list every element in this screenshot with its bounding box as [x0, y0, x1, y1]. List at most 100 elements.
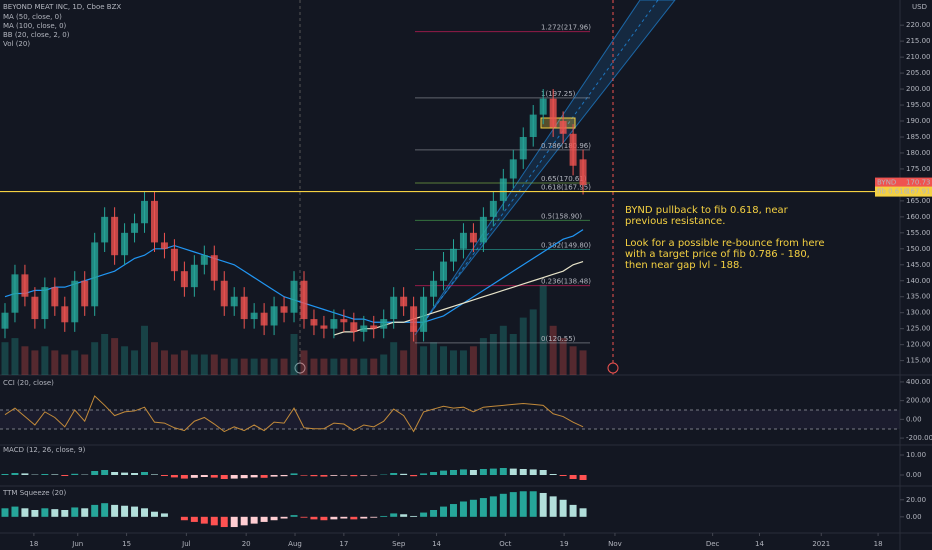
y-tick-label: 0.00	[906, 415, 922, 423]
fib-price: 167.91	[906, 188, 931, 196]
volume-bar	[131, 350, 139, 375]
histogram-bar	[230, 516, 238, 528]
candle-body	[569, 133, 577, 166]
histogram-bar	[180, 516, 188, 521]
histogram-bar	[230, 475, 238, 479]
y-tick-label: 0.00	[906, 471, 922, 479]
histogram-bar	[509, 468, 517, 475]
histogram-bar	[519, 469, 527, 475]
histogram-bar	[310, 516, 318, 520]
x-tick-label: 2021	[812, 540, 830, 548]
histogram-bar	[280, 516, 288, 519]
y-tick-label: 0.00	[906, 513, 922, 521]
candle-body	[489, 200, 497, 217]
y-tick-label: 115.00	[906, 357, 931, 365]
volume-bar	[420, 346, 428, 375]
panel-title: MACD (12, 26, close, 9)	[3, 446, 86, 454]
candle-body	[290, 280, 298, 313]
histogram-bar	[131, 506, 139, 517]
histogram-bar	[330, 516, 338, 520]
volume-bar	[529, 309, 537, 375]
candle-body	[559, 121, 567, 134]
histogram-bar	[160, 513, 168, 517]
volume-bar	[81, 354, 89, 375]
x-tick-label: Jun	[71, 540, 83, 548]
candle-body	[280, 306, 288, 313]
volume-bar	[569, 346, 577, 375]
histogram-bar	[240, 475, 248, 479]
candle-body	[310, 319, 318, 326]
last-price: 170.73	[906, 179, 931, 187]
candle-body	[360, 325, 368, 332]
histogram-bar	[101, 503, 109, 517]
candle-body	[21, 274, 29, 297]
histogram-bar	[260, 475, 268, 478]
symbol-label: BYND	[877, 179, 896, 187]
annotation: then near gap lvl - 188.	[625, 260, 743, 271]
volume-bar	[489, 334, 497, 375]
y-tick-label: 175.00	[906, 165, 931, 173]
histogram-bar	[539, 492, 547, 517]
candle-body	[469, 232, 477, 243]
volume-bar	[350, 358, 358, 375]
histogram-bar	[440, 470, 448, 475]
candle-body	[320, 325, 328, 329]
histogram-bar	[91, 504, 99, 517]
y-tick-label: 120.00	[906, 341, 931, 349]
histogram-bar	[200, 475, 208, 477]
histogram-bar	[479, 498, 487, 517]
y-tick-label: 135.00	[906, 293, 931, 301]
y-tick-label: 10.00	[906, 451, 926, 459]
histogram-bar	[559, 475, 567, 476]
histogram-bar	[370, 516, 378, 518]
annotation: previous resistance.	[625, 216, 725, 227]
volume-bar	[559, 338, 567, 375]
candle-body	[51, 287, 59, 307]
histogram-bar	[250, 516, 258, 524]
earnings-marker[interactable]	[607, 362, 619, 374]
x-tick-label: 15	[122, 540, 131, 548]
histogram-bar	[350, 475, 358, 477]
volume-bar	[290, 334, 298, 375]
y-tick-label: 200.00	[906, 397, 931, 405]
volume-bar	[440, 346, 448, 375]
panel-title: CCI (20, close)	[3, 379, 54, 387]
histogram-bar	[160, 475, 168, 476]
histogram-bar	[210, 475, 218, 478]
histogram-bar	[489, 496, 497, 517]
y-tick-label: 195.00	[906, 101, 931, 109]
y-tick-label: 140.00	[906, 277, 931, 285]
candle-body	[519, 136, 527, 160]
volume-bar	[31, 350, 39, 375]
x-tick-label: Dec	[706, 540, 720, 548]
histogram-bar	[111, 504, 119, 517]
volume-bar	[71, 350, 79, 375]
volume-bar	[509, 334, 517, 375]
volume-bar	[180, 350, 188, 375]
volume-bar	[360, 358, 368, 375]
earnings-marker[interactable]	[294, 362, 306, 374]
histogram-bar	[420, 512, 428, 517]
histogram-bar	[61, 475, 69, 476]
x-tick-label: Jul	[181, 540, 191, 548]
histogram-bar	[410, 515, 418, 517]
y-tick-label: 220.00	[906, 21, 931, 29]
legend-entry: Vol (20)	[3, 40, 30, 48]
y-tick-label: -200.00	[906, 434, 932, 442]
candle-body	[440, 261, 448, 281]
volume-bar	[479, 338, 487, 375]
histogram-bar	[21, 508, 29, 517]
histogram-bar	[131, 473, 139, 475]
candle-body	[121, 232, 129, 256]
histogram-bar	[509, 492, 517, 517]
candle-body	[370, 325, 378, 329]
histogram-bar	[479, 469, 487, 475]
histogram-bar	[390, 513, 398, 517]
price-badge	[875, 177, 932, 188]
histogram-bar	[499, 493, 507, 517]
histogram-bar	[450, 504, 457, 517]
candle-body	[61, 306, 69, 323]
histogram-bar	[51, 474, 59, 475]
volume-bar	[121, 346, 129, 375]
